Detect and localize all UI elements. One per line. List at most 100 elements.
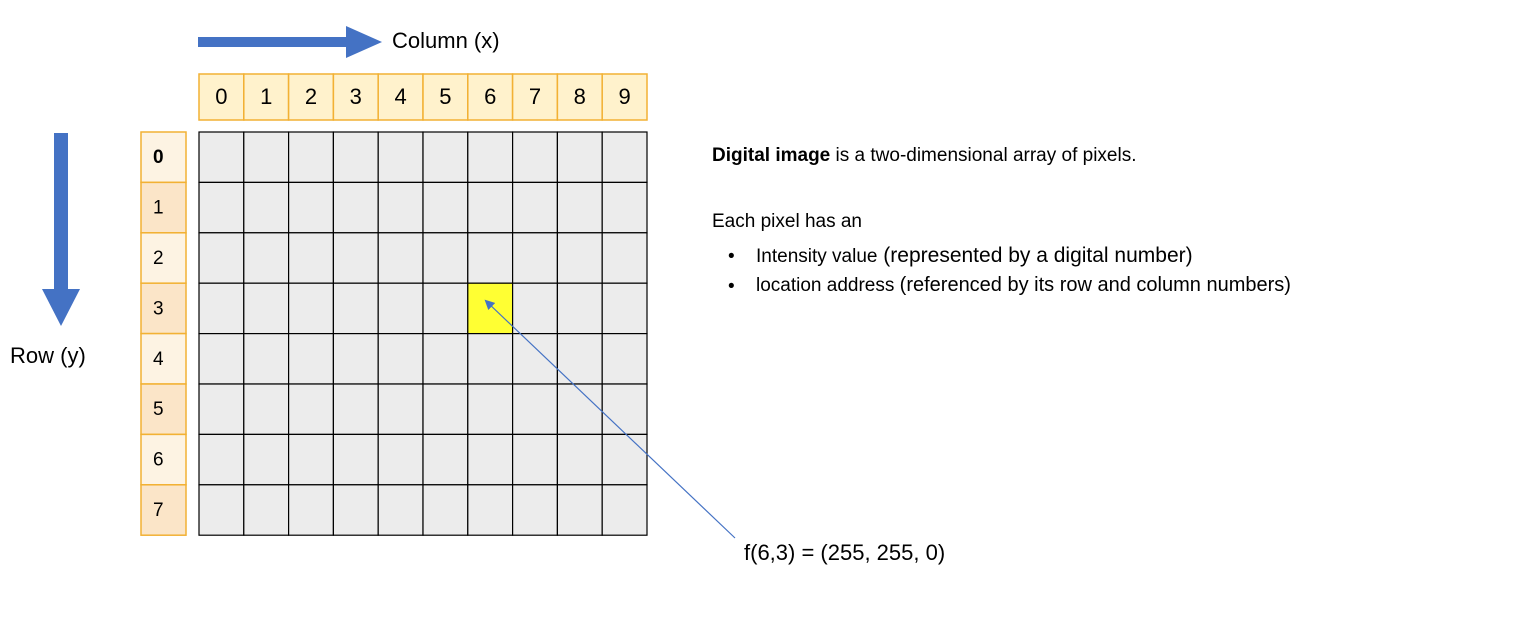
row-index-3: 3 bbox=[140, 282, 187, 335]
pixel-cell bbox=[467, 484, 514, 536]
pixel-cell bbox=[288, 282, 335, 335]
pixel-cell bbox=[332, 383, 379, 436]
pixel-cell bbox=[467, 383, 514, 436]
pixel-cell bbox=[288, 232, 335, 284]
pixel-cell bbox=[198, 282, 245, 335]
pixel-cell bbox=[556, 433, 603, 486]
pixel-cell bbox=[556, 333, 603, 385]
row-index-4: 4 bbox=[140, 332, 187, 385]
pixel-cell bbox=[198, 131, 245, 184]
pixel-cell bbox=[377, 433, 424, 486]
svg-text:2: 2 bbox=[153, 248, 164, 269]
row-direction-arrow bbox=[42, 133, 80, 326]
pixel-cell bbox=[332, 282, 379, 335]
each-pixel-text: Each pixel has an bbox=[712, 211, 862, 232]
row-index-6: 6 bbox=[140, 433, 187, 486]
svg-text:3: 3 bbox=[350, 84, 362, 109]
pixel-cell bbox=[288, 484, 335, 536]
pixel-cell bbox=[511, 333, 558, 385]
pixel-cell bbox=[511, 282, 558, 335]
pixel-cell bbox=[422, 181, 469, 234]
pixel-cell bbox=[288, 333, 335, 385]
pixel-cell bbox=[601, 433, 648, 486]
pixel-cell bbox=[198, 232, 245, 284]
pixel-cell bbox=[467, 333, 514, 385]
pixel-cell bbox=[422, 484, 469, 536]
pixel-cell bbox=[332, 131, 379, 184]
pixel-cell bbox=[422, 383, 469, 436]
row-axis-label: Row (y) bbox=[10, 343, 86, 368]
svg-text:0: 0 bbox=[153, 147, 164, 168]
intro-rest: is a two-dimensional array of pixels. bbox=[830, 145, 1137, 166]
column-index-1: 1 bbox=[243, 73, 290, 121]
pixel-cell bbox=[601, 383, 648, 436]
svg-text:4: 4 bbox=[153, 349, 164, 370]
description-intro: Digital image is a two-dimensional array… bbox=[712, 145, 1137, 168]
pixel-cell bbox=[556, 383, 603, 436]
pixel-cell bbox=[556, 181, 603, 234]
svg-text:2: 2 bbox=[305, 84, 317, 109]
highlighted-pixel bbox=[467, 282, 514, 335]
pixel-cell bbox=[422, 333, 469, 385]
svg-text:0: 0 bbox=[215, 84, 227, 109]
pixel-cell bbox=[422, 282, 469, 335]
bullet-location: location address (referenced by its row … bbox=[756, 274, 1291, 297]
column-index-5: 5 bbox=[422, 73, 469, 121]
pixel-cell bbox=[467, 433, 514, 486]
svg-text:8: 8 bbox=[574, 84, 586, 109]
column-index-8: 8 bbox=[556, 73, 603, 121]
column-index-7: 7 bbox=[511, 73, 559, 121]
pixel-cell bbox=[601, 282, 648, 335]
pixel-cell bbox=[288, 383, 335, 436]
pixel-cell bbox=[601, 131, 648, 184]
pixel-cell bbox=[511, 232, 558, 284]
pixel-cell bbox=[332, 333, 379, 385]
intro-bold-term: Digital image bbox=[712, 145, 831, 166]
bullet-intensity: Intensity value (represented by a digita… bbox=[756, 244, 1193, 268]
pixel-cell bbox=[422, 131, 469, 184]
pixel-cell bbox=[422, 232, 469, 284]
row-index-0: 0 bbox=[140, 131, 187, 184]
pixel-cell bbox=[601, 484, 648, 536]
pixel-cell bbox=[467, 232, 514, 284]
pixel-cell bbox=[377, 383, 424, 436]
pixel-cell bbox=[467, 181, 514, 234]
row-index-5: 5 bbox=[140, 383, 187, 436]
intensity-detail: (represented by a digital number) bbox=[877, 244, 1193, 267]
pixel-cell bbox=[377, 131, 424, 184]
pixel-cell bbox=[601, 232, 648, 284]
pixel-cell bbox=[332, 484, 379, 536]
column-index-6: 6 bbox=[467, 73, 514, 121]
pixel-cell bbox=[288, 181, 335, 234]
pixel-cell bbox=[377, 282, 424, 335]
pixel-function-label: f(6,3) = (255, 255, 0) bbox=[744, 540, 946, 565]
pixel-cell bbox=[467, 131, 514, 184]
svg-text:7: 7 bbox=[153, 500, 164, 521]
pixel-cell bbox=[243, 484, 290, 536]
pixel-cell bbox=[511, 383, 558, 436]
svg-text:6: 6 bbox=[153, 450, 164, 471]
svg-text:6: 6 bbox=[484, 84, 496, 109]
pixel-cell bbox=[601, 333, 648, 385]
pixel-cell bbox=[377, 232, 424, 284]
pixel-cell bbox=[556, 131, 603, 184]
pixel-cell bbox=[198, 484, 245, 536]
pixel-cell bbox=[332, 181, 379, 234]
column-axis-label: Column (x) bbox=[392, 28, 500, 53]
pixel-cell bbox=[288, 433, 335, 486]
column-index-header: 0 1 2 3 4 5 6 7 8 9 bbox=[198, 73, 648, 121]
svg-text:4: 4 bbox=[394, 84, 406, 109]
pixel-cell bbox=[601, 181, 648, 234]
pixel-cell bbox=[422, 433, 469, 486]
svg-text:1: 1 bbox=[153, 198, 164, 219]
location-term: location address bbox=[756, 275, 900, 296]
column-index-3: 3 bbox=[332, 73, 379, 121]
svg-text:5: 5 bbox=[153, 399, 164, 420]
pixel-cell bbox=[332, 232, 379, 284]
pixel-cell bbox=[243, 131, 290, 184]
pixel-cell bbox=[511, 433, 558, 486]
column-index-4: 4 bbox=[377, 73, 424, 121]
row-index-header: 0 1 2 3 4 5 6 7 bbox=[140, 131, 187, 536]
pixel-cell bbox=[511, 131, 558, 184]
